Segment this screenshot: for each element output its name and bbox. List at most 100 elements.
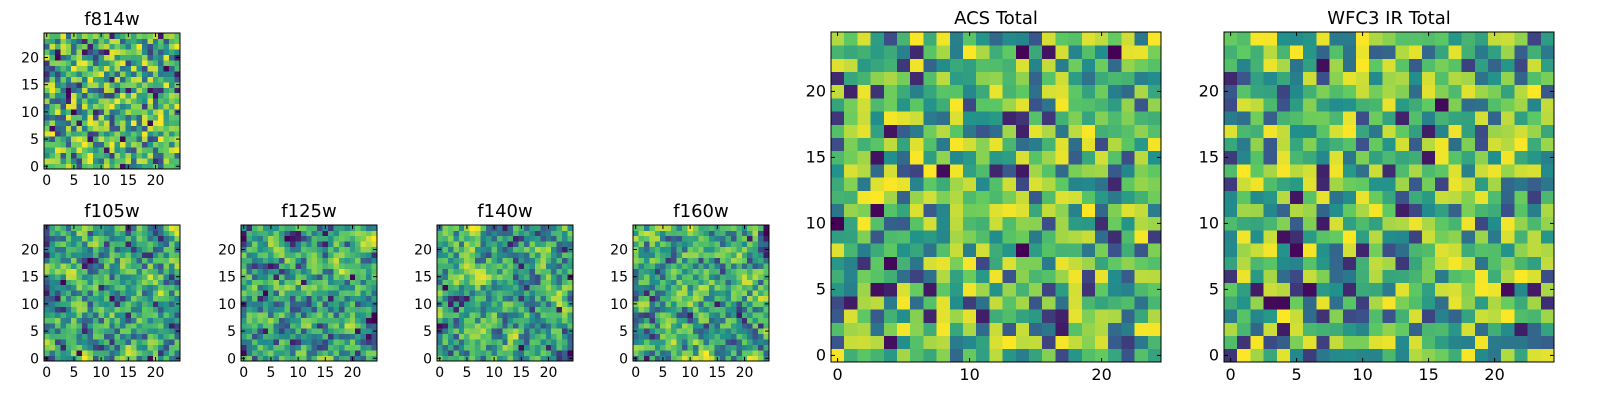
heatmap-cell [741,312,748,318]
heatmap-cell [518,322,525,329]
heatmap-cell [714,301,721,307]
heatmap-cell [49,246,56,253]
heatmap-cell [1382,256,1396,270]
heatmap-cell [649,317,656,324]
heatmap-cell [92,279,99,286]
heatmap-cell [158,103,165,110]
heatmap-cell [681,312,688,318]
heatmap-cell [485,350,492,356]
heatmap-cell [103,38,110,45]
heatmap-cell [747,225,754,231]
heatmap-cell [698,252,705,258]
heatmap-cell [355,295,362,302]
heatmap-cell [1488,150,1502,165]
heatmap-cell [147,246,154,253]
heatmap-cell [1395,71,1410,86]
heatmap-cell [71,109,77,115]
heatmap-cell [529,328,536,335]
heatmap-cell [147,130,154,137]
heatmap-cell [638,230,645,237]
y-tick-label: 0 [227,351,236,367]
heatmap-cell [60,241,67,248]
heatmap-cell [725,263,732,269]
heatmap-cell [1461,124,1476,138]
heatmap-cell [92,273,99,280]
heatmap-cell [513,241,519,248]
heatmap-cell [698,339,705,346]
heatmap-cell [257,355,264,362]
heatmap-cell [692,350,699,356]
heatmap-cell [491,333,498,340]
heatmap-cell [152,273,159,280]
heatmap-cell [654,230,661,237]
heatmap-cell [71,92,77,99]
heatmap-cell [752,328,759,335]
heatmap-cell [87,130,94,137]
heatmap-cell [720,284,726,291]
heatmap-cell [464,230,470,237]
heatmap-cell [98,268,105,275]
heatmap-cell [169,136,175,143]
heatmap-cell [169,141,175,148]
heatmap-cell [1055,296,1069,310]
heatmap-cell [87,76,94,83]
heatmap-cell [1329,230,1344,244]
heatmap-cell [1290,58,1304,72]
heatmap-cell [469,279,476,286]
heatmap-cell [103,246,110,253]
heatmap-cell [349,279,356,286]
heatmap-cell [524,295,530,302]
heatmap-cell [1290,98,1304,112]
heatmap-cell [1395,348,1410,363]
heatmap-cell [1422,322,1436,336]
heatmap-cell [44,279,50,286]
heatmap-cell [496,322,503,329]
heatmap-cell [857,150,871,165]
heatmap-cell [730,257,737,264]
heatmap-cell [1029,348,1043,363]
heatmap-cell [251,295,258,302]
heatmap-cell [65,284,72,291]
heatmap-cell [273,350,280,356]
heatmap-cell [289,344,296,351]
heatmap-cell [60,125,67,132]
heatmap-cell [60,141,67,148]
heatmap-cell [1002,256,1017,270]
heatmap-cell [469,252,476,258]
heatmap-cell [246,350,253,356]
heatmap-cell [752,355,759,362]
heatmap-cell [163,246,170,253]
heatmap-cell [1095,269,1109,284]
heatmap-cell [633,333,639,340]
heatmap-cell [633,257,639,264]
heatmap-cell [1290,335,1304,350]
heatmap-cell [496,306,503,313]
heatmap-cell [709,344,715,351]
heatmap-cell [158,344,165,351]
heatmap-cell [714,230,721,237]
heatmap-cell [54,241,61,248]
heatmap-cell [1540,282,1555,297]
heatmap-cell [1395,203,1410,218]
heatmap-cell [1015,256,1030,270]
heatmap-cell [910,322,924,336]
heatmap-cell [158,279,165,286]
heatmap-cell [1095,84,1109,99]
heatmap-cell [567,290,574,297]
heatmap-cell [82,225,88,231]
heatmap-cell [741,241,748,248]
heatmap-cell [87,49,94,56]
heatmap-cell [136,103,143,110]
heatmap-cell [976,71,990,86]
heatmap-cell [289,350,296,356]
heatmap-cell [1527,335,1542,350]
heatmap-cell [120,279,126,286]
heatmap-cell [643,317,650,324]
heatmap-cell [152,322,159,329]
heatmap-cell [475,257,481,264]
heatmap-cell [338,312,345,318]
heatmap-cell [475,333,481,340]
heatmap-cell [1147,177,1162,191]
heatmap-cell [257,257,264,264]
heatmap-cell [1369,177,1383,191]
